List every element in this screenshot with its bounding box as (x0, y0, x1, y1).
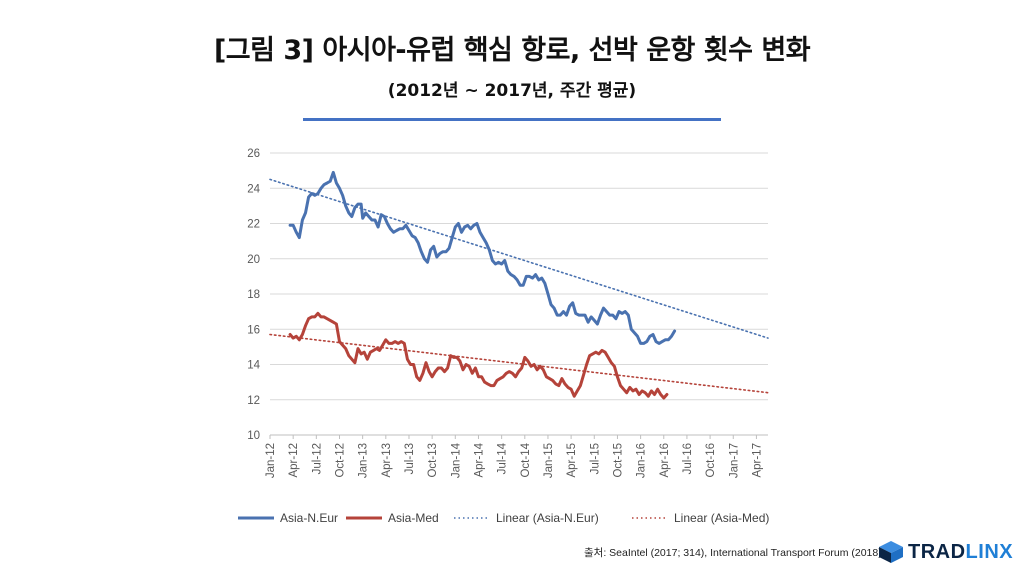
legend-label: Linear (Asia-Med) (674, 511, 769, 525)
x-tick-label: Jan-17 (728, 443, 740, 478)
x-tick-label: Apr-13 (381, 443, 393, 478)
logo-wordmark: TRADLINX (908, 541, 1013, 564)
y-tick-label: 22 (247, 219, 260, 231)
y-tick-label: 24 (247, 183, 260, 195)
line-chart: 10 12 14 16 18 20 22 24 26 Jan-12 Apr-12 Jul-12 Oct-… (238, 148, 769, 525)
legend-label: Asia-Med (388, 511, 439, 525)
series-line-asia-med (288, 311, 669, 400)
title-underline (303, 118, 721, 121)
x-tick-label: Apr-12 (288, 443, 300, 478)
x-tick-label: Oct-12 (334, 443, 346, 478)
legend-label: Linear (Asia-N.Eur) (496, 511, 599, 525)
x-tick-label: Apr-16 (659, 443, 671, 478)
x-tick-label: Apr-17 (751, 443, 763, 478)
legend-label: Asia-N.Eur (280, 511, 338, 525)
logo-text-main: TRAD (908, 540, 966, 563)
x-tick-label: Jul-16 (682, 443, 694, 474)
y-tick-label: 14 (247, 360, 260, 372)
x-tick-label: Jan-14 (450, 442, 462, 478)
x-tick-label: Oct-16 (705, 443, 717, 478)
page-title: [그림 3] 아시아-유럽 핵심 항로, 선박 운항 횟수 변화 (213, 35, 811, 66)
x-tick-label: Jul-12 (311, 443, 323, 474)
y-tick-label: 26 (247, 148, 260, 160)
x-tick-label: Jul-15 (589, 443, 601, 474)
x-tick-label: Oct-15 (612, 443, 624, 478)
x-tick-label: Jan-16 (636, 443, 648, 478)
x-tick-label: Jan-15 (543, 443, 555, 478)
y-tick-label: 20 (247, 254, 260, 266)
tradlinx-logo: TRADLINX (878, 540, 1013, 564)
series-line-trend-linear-asia-med (269, 333, 769, 394)
y-tick-label: 10 (247, 430, 260, 442)
y-tick-label: 12 (247, 395, 260, 407)
page-subtitle: (2012년 ~ 2017년, 주간 평균) (387, 81, 637, 101)
x-tick-label: Jul-14 (497, 442, 509, 474)
logo-text-accent: LINX (965, 540, 1014, 563)
cube-icon (879, 541, 903, 563)
y-tick-label: 16 (247, 324, 260, 336)
x-tick-label: Jul-13 (404, 443, 416, 474)
series-line-asia-n-eur (288, 170, 677, 345)
x-tick-label: Jan-12 (265, 443, 277, 478)
x-tick-label: Oct-13 (427, 443, 439, 478)
x-tick-label: Apr-15 (566, 443, 578, 478)
source-note: 출처: SeaIntel (2017; 314), International … (584, 547, 882, 559)
y-tick-label: 18 (247, 289, 260, 301)
x-tick-label: Oct-14 (520, 442, 532, 477)
x-tick-label: Jan-13 (358, 443, 370, 478)
series-line-trend-linear-asia-n-eur (269, 178, 769, 339)
x-tick-label: Apr-14 (473, 442, 485, 477)
